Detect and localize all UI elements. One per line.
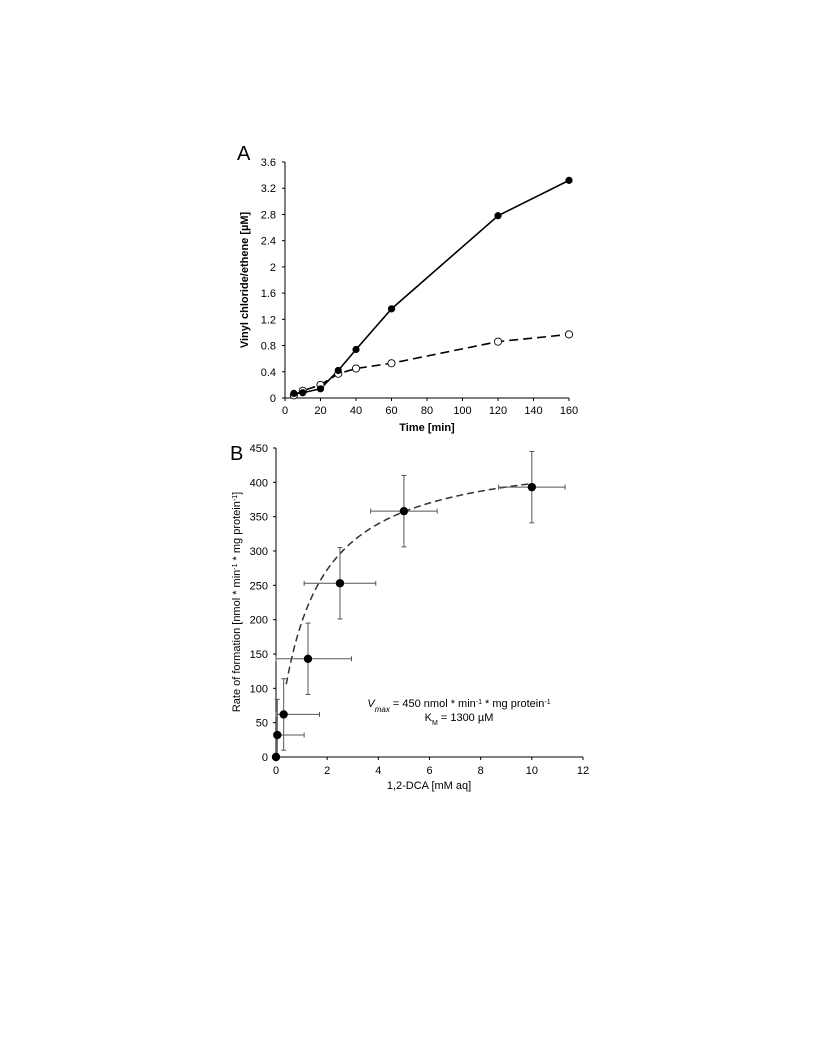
y-tick-label: 3.2 <box>261 183 276 195</box>
panel-b-y-axis-title: Rate of formation [nmol * min-1 * mg pro… <box>231 492 243 712</box>
data-point <box>399 506 409 516</box>
y-tick-label: 0 <box>270 393 276 405</box>
y-tick-label: 300 <box>250 546 268 558</box>
panel-a-label: A <box>237 143 251 165</box>
open-circle-point <box>564 330 574 339</box>
y-tick-label: 0.4 <box>261 367 276 379</box>
y-title-sup: -1 <box>232 563 239 569</box>
km-text: = 1300 µM <box>438 712 494 724</box>
x-tick-label: 40 <box>350 405 362 417</box>
x-tick-label: 100 <box>453 405 471 417</box>
filled-circle-point <box>565 176 573 184</box>
x-tick-label: 8 <box>478 765 484 777</box>
data-point <box>335 579 345 588</box>
y-tick-label: 1.6 <box>261 288 276 300</box>
y-tick-label: 150 <box>250 649 268 661</box>
panel-b: B 0 2 4 6 8 10 12 0 50 100 150 200 250 300 350 400 450 1… <box>230 443 589 792</box>
y-tick-label: 2 <box>270 262 276 274</box>
y-tick-label: 200 <box>250 615 268 627</box>
filled-circle-point <box>290 389 298 398</box>
michaelis-menten-fit-curve <box>285 482 532 685</box>
y-tick-label: 3.6 <box>261 157 276 169</box>
x-tick-label: 0 <box>273 765 279 777</box>
y-tick-label: 100 <box>250 683 268 695</box>
data-point <box>527 482 537 492</box>
x-tick-label: 80 <box>421 405 433 417</box>
y-title-part: ] <box>231 492 243 495</box>
km-annotation: KM = 1300 µM <box>425 712 494 727</box>
vmax-text: * mg protein <box>482 698 544 710</box>
vmax-sup: -1 <box>544 699 550 706</box>
panel-b-x-axis-title: 1,2-DCA [mM aq] <box>387 780 471 792</box>
y-title-part: Rate of formation [nmol * min <box>231 570 243 712</box>
x-tick-label: 20 <box>314 405 326 417</box>
y-tick-label: 2.4 <box>261 236 276 248</box>
x-tick-label: 12 <box>577 765 589 777</box>
x-tick-label: 2 <box>324 765 330 777</box>
vmax-subscript: max <box>375 705 391 714</box>
panel-a-x-axis-title: Time [min] <box>399 422 455 434</box>
x-tick-label: 6 <box>426 765 432 777</box>
open-circle-point <box>387 359 396 368</box>
filled-circle-point <box>352 345 360 354</box>
y-tick-label: 2.8 <box>261 209 276 221</box>
filled-circle-point <box>334 366 342 375</box>
y-tick-label: 400 <box>250 477 268 489</box>
data-point <box>271 752 281 762</box>
x-tick-label: 120 <box>489 405 507 417</box>
x-tick-label: 160 <box>560 405 578 417</box>
km-subscript: M <box>432 720 438 727</box>
open-circle-point <box>351 364 361 373</box>
vmax-annotation: Vmax = 450 nmol * min-1 * mg protein-1 <box>367 698 550 714</box>
data-point <box>273 730 282 740</box>
y-title-sup: -1 <box>232 495 239 501</box>
filled-circle-point <box>299 389 307 397</box>
data-point <box>279 710 288 719</box>
vmax-sup: -1 <box>476 699 482 706</box>
x-tick-label: 10 <box>526 765 538 777</box>
panel-b-label: B <box>230 443 243 465</box>
y-tick-label: 0.8 <box>261 341 276 353</box>
y-tick-label: 50 <box>256 718 268 730</box>
y-title-part: * mg protein <box>231 501 243 563</box>
y-tick-label: 250 <box>250 580 268 592</box>
km-symbol: K <box>425 712 433 724</box>
y-tick-label: 450 <box>250 443 268 455</box>
x-tick-label: 140 <box>524 405 542 417</box>
x-tick-label: 60 <box>385 405 397 417</box>
y-tick-label: 350 <box>250 512 268 524</box>
filled-circle-point <box>387 305 396 313</box>
series-dashed-line <box>293 333 570 397</box>
series-solid-line <box>293 179 570 395</box>
x-tick-label: 0 <box>282 405 288 417</box>
data-point <box>303 654 313 664</box>
filled-circle-point <box>494 212 502 220</box>
panel-a: A 0 20 40 60 80 100 120 140 160 0 0.4 0.8 1.2 1.6 2 2.4… <box>237 143 578 434</box>
open-circle-point <box>493 337 503 346</box>
vmax-text: = 450 nmol * min <box>390 698 476 710</box>
y-tick-label: 0 <box>262 752 268 764</box>
filled-circle-point <box>316 385 325 393</box>
vmax-symbol: V <box>367 698 376 710</box>
x-tick-label: 4 <box>375 765 381 777</box>
y-tick-label: 1.2 <box>261 314 276 326</box>
panel-a-y-axis-title: Vinyl chloride/ethene [µM] <box>239 212 251 349</box>
